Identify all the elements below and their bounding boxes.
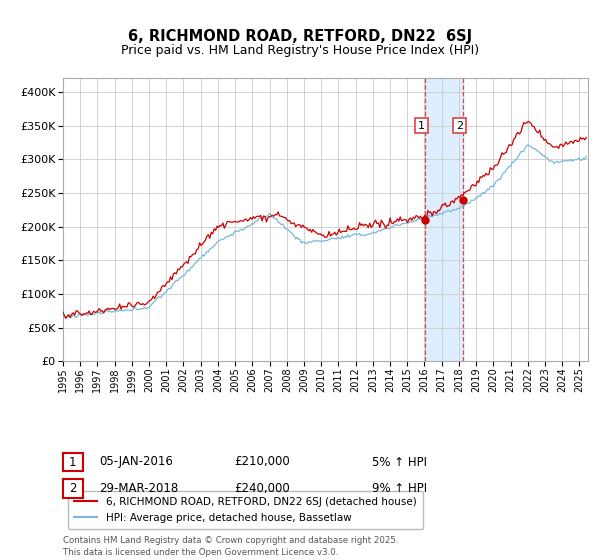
Text: 9% ↑ HPI: 9% ↑ HPI [372, 482, 427, 495]
Text: 6, RICHMOND ROAD, RETFORD, DN22  6SJ: 6, RICHMOND ROAD, RETFORD, DN22 6SJ [128, 29, 472, 44]
Text: Price paid vs. HM Land Registry's House Price Index (HPI): Price paid vs. HM Land Registry's House … [121, 44, 479, 57]
Text: £240,000: £240,000 [234, 482, 290, 495]
Text: 2: 2 [456, 120, 463, 130]
Legend: 6, RICHMOND ROAD, RETFORD, DN22 6SJ (detached house), HPI: Average price, detach: 6, RICHMOND ROAD, RETFORD, DN22 6SJ (det… [68, 491, 423, 529]
Text: 2: 2 [69, 482, 77, 495]
Text: 05-JAN-2016: 05-JAN-2016 [99, 455, 173, 469]
Text: £210,000: £210,000 [234, 455, 290, 469]
Text: 29-MAR-2018: 29-MAR-2018 [99, 482, 178, 495]
Text: 5% ↑ HPI: 5% ↑ HPI [372, 455, 427, 469]
Text: Contains HM Land Registry data © Crown copyright and database right 2025.
This d: Contains HM Land Registry data © Crown c… [63, 536, 398, 557]
Text: 1: 1 [69, 455, 77, 469]
Bar [425, 78, 463, 361]
Text: 1: 1 [418, 120, 425, 130]
